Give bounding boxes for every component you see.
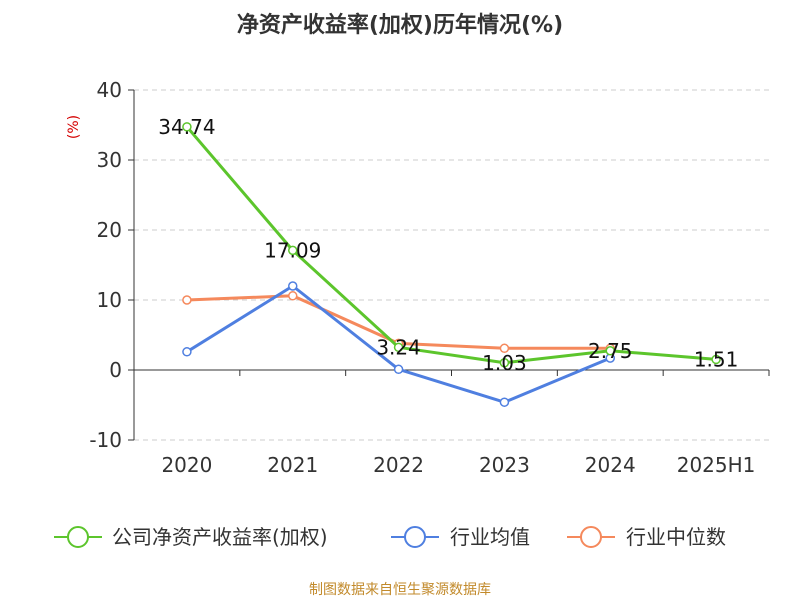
y-tick-label: -10 <box>89 428 122 452</box>
legend-marker <box>580 526 602 548</box>
legend-item-1: 行业均值 <box>391 525 530 549</box>
data-point <box>288 245 298 256</box>
data-point <box>499 397 510 407</box>
x-tick-label: 2023 <box>479 453 530 477</box>
legend-item-0: 公司净资产收益率(加权) <box>54 525 328 549</box>
y-axis-label: (%) <box>66 115 82 139</box>
legend: 公司净资产收益率(加权) 行业均值 行业中位数 <box>54 525 726 549</box>
data-label: 34.74 <box>158 115 215 139</box>
data-point <box>605 346 615 356</box>
data-point <box>182 295 192 305</box>
data-point <box>711 354 721 365</box>
series-line <box>185 125 717 365</box>
legend-marker <box>67 526 89 548</box>
series-0 <box>182 122 721 368</box>
x-tick-label: 2021 <box>267 453 318 477</box>
y-tick-label: 30 <box>97 148 122 172</box>
legend-label: 公司净资产收益率(加权) <box>112 525 328 549</box>
series-layer <box>182 122 721 407</box>
data-point <box>288 281 298 291</box>
data-point <box>288 291 298 301</box>
y-tick-label: 0 <box>109 358 122 382</box>
series-1 <box>182 281 615 407</box>
data-labels: 34.74 17.09 3.24 1.03 2.75 1.51 <box>158 115 738 375</box>
y-tick-label: 10 <box>97 288 122 312</box>
data-label: 1.03 <box>482 351 527 375</box>
data-label: 17.09 <box>264 238 321 262</box>
chart-title: 净资产收益率(加权)历年情况(%) <box>237 12 563 38</box>
axes: 40 30 20 10 0 -10 2020 2021 2022 2023 2024 2025H1 <box>89 78 770 477</box>
data-point <box>499 343 510 354</box>
data-point <box>393 342 404 353</box>
x-tick-label: 2025H1 <box>677 453 756 477</box>
data-label: 2.75 <box>588 339 633 363</box>
data-label: 3.24 <box>376 335 421 359</box>
data-point <box>182 122 192 132</box>
data-point <box>499 358 510 368</box>
legend-label: 行业中位数 <box>626 525 726 549</box>
x-tick-label: 2022 <box>373 453 424 477</box>
y-tick-label: 20 <box>97 218 122 242</box>
legend-marker <box>404 526 426 548</box>
grid <box>134 89 769 441</box>
data-label: 1.51 <box>694 347 739 371</box>
source-note: 制图数据来自恒生聚源数据库 <box>309 582 491 598</box>
legend-label: 行业均值 <box>450 525 530 549</box>
y-tick-label: 40 <box>97 78 122 102</box>
x-tick-label: 2020 <box>161 453 212 477</box>
legend-item-2: 行业中位数 <box>567 525 726 549</box>
x-tick-label: 2024 <box>585 453 636 477</box>
data-point <box>393 364 404 375</box>
data-point <box>182 347 192 357</box>
